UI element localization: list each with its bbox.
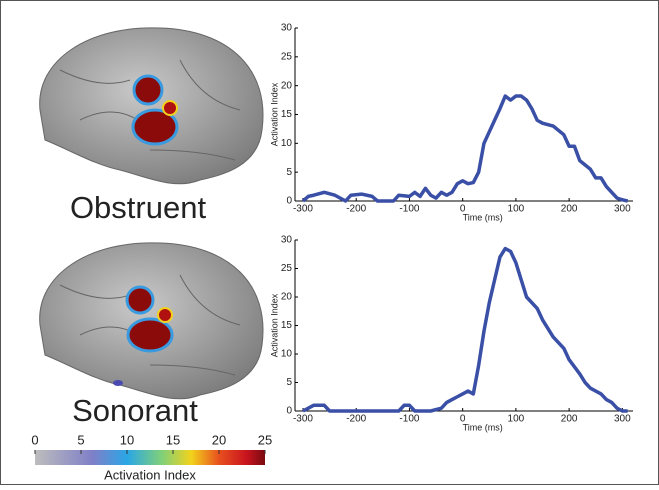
x-tick-label: 100	[508, 414, 525, 425]
panel-label: Obstruent	[70, 190, 207, 225]
y-tick-label: 20	[281, 80, 293, 91]
colorbar-tick-label: 20	[212, 432, 226, 447]
brain-top	[39, 27, 264, 185]
x-tick-label: -100	[399, 204, 419, 215]
y-tick-label: 30	[281, 23, 293, 34]
colorbar-tick-label: 15	[166, 432, 180, 447]
x-tick-label: 0	[460, 204, 466, 215]
x-tick-label: -100	[399, 414, 419, 425]
x-tick-label: 0	[460, 414, 466, 425]
x-tick-label: 200	[561, 204, 578, 215]
colorbar-tick-label: 25	[258, 432, 272, 447]
data-line	[302, 246, 628, 413]
x-tick-label: -300	[293, 414, 313, 425]
y-tick-label: 0	[286, 196, 292, 207]
y-tick-label: 15	[281, 109, 293, 120]
y-tick-label: 5	[286, 377, 292, 388]
colorbar	[35, 450, 265, 465]
y-tick-label: 15	[281, 320, 293, 331]
x-tick-label: -200	[346, 414, 366, 425]
x-tick-label: -300	[293, 204, 313, 215]
brain-bottom	[39, 242, 264, 400]
x-axis-label: Time (ms)	[463, 422, 503, 432]
x-axis-label: Time (ms)	[463, 212, 503, 222]
panel-label: Sonorant	[72, 393, 198, 428]
y-tick-label: 20	[281, 292, 293, 303]
x-tick-label: -200	[346, 204, 366, 215]
y-tick-label: 25	[281, 263, 293, 274]
y-tick-label: 25	[281, 51, 293, 62]
y-axis-label: Activation Index	[269, 82, 279, 146]
colorbar-tick-label: 10	[120, 432, 134, 447]
colorbar-tick-label: 5	[77, 432, 84, 447]
data-line	[301, 94, 629, 203]
colorbar-tick-label: 0	[31, 432, 38, 447]
y-tick-label: 10	[281, 138, 293, 149]
x-tick-label: 300	[614, 414, 631, 425]
x-tick-label: 200	[561, 414, 578, 425]
x-tick-label: 300	[614, 204, 631, 215]
y-tick-label: 10	[281, 349, 293, 360]
y-axis-label: Activation Index	[269, 293, 279, 357]
x-tick-label: 100	[508, 204, 525, 215]
y-tick-label: 30	[281, 235, 293, 246]
colorbar-label: Activation Index	[104, 467, 196, 482]
y-tick-label: 0	[286, 406, 292, 417]
y-tick-label: 5	[286, 167, 292, 178]
